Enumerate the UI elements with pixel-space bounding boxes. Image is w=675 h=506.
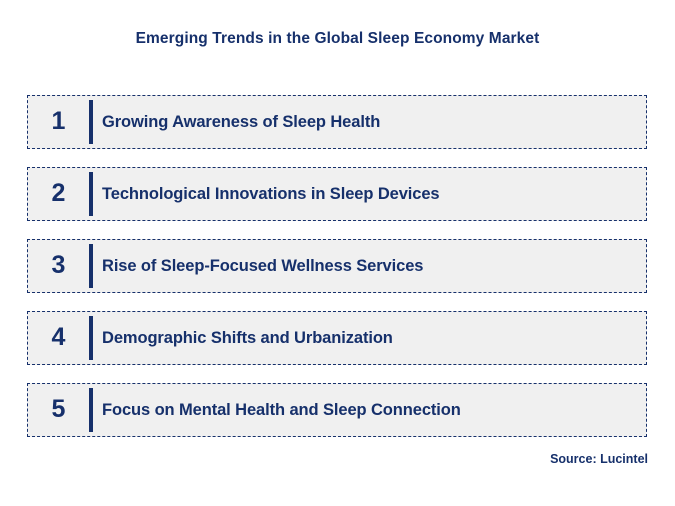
list-item: 1 Growing Awareness of Sleep Health xyxy=(27,95,647,149)
trend-label: Rise of Sleep-Focused Wellness Services xyxy=(102,256,424,275)
source-attribution: Source: Lucintel xyxy=(550,452,648,466)
list-item: 2 Technological Innovations in Sleep Dev… xyxy=(27,167,647,221)
trend-number: 5 xyxy=(51,394,66,423)
divider-bar xyxy=(89,100,93,144)
trend-label: Demographic Shifts and Urbanization xyxy=(102,328,393,347)
page-title: Emerging Trends in the Global Sleep Econ… xyxy=(135,30,540,47)
trend-number: 1 xyxy=(51,106,66,135)
trend-number: 3 xyxy=(51,250,66,279)
divider-bar xyxy=(89,244,93,288)
divider-bar xyxy=(89,388,93,432)
list-item: 4 Demographic Shifts and Urbanization xyxy=(27,311,647,365)
divider-bar xyxy=(89,172,93,216)
trend-label: Technological Innovations in Sleep Devic… xyxy=(102,184,440,203)
trend-label: Focus on Mental Health and Sleep Connect… xyxy=(102,400,461,419)
divider-bar xyxy=(89,316,93,360)
trend-number: 4 xyxy=(51,322,66,351)
trend-list: 1 Growing Awareness of Sleep Health 2 Te… xyxy=(27,95,647,437)
list-item: 5 Focus on Mental Health and Sleep Conne… xyxy=(27,383,647,437)
trend-label: Growing Awareness of Sleep Health xyxy=(102,112,381,131)
trend-number: 2 xyxy=(51,178,66,207)
list-item: 3 Rise of Sleep-Focused Wellness Service… xyxy=(27,239,647,293)
